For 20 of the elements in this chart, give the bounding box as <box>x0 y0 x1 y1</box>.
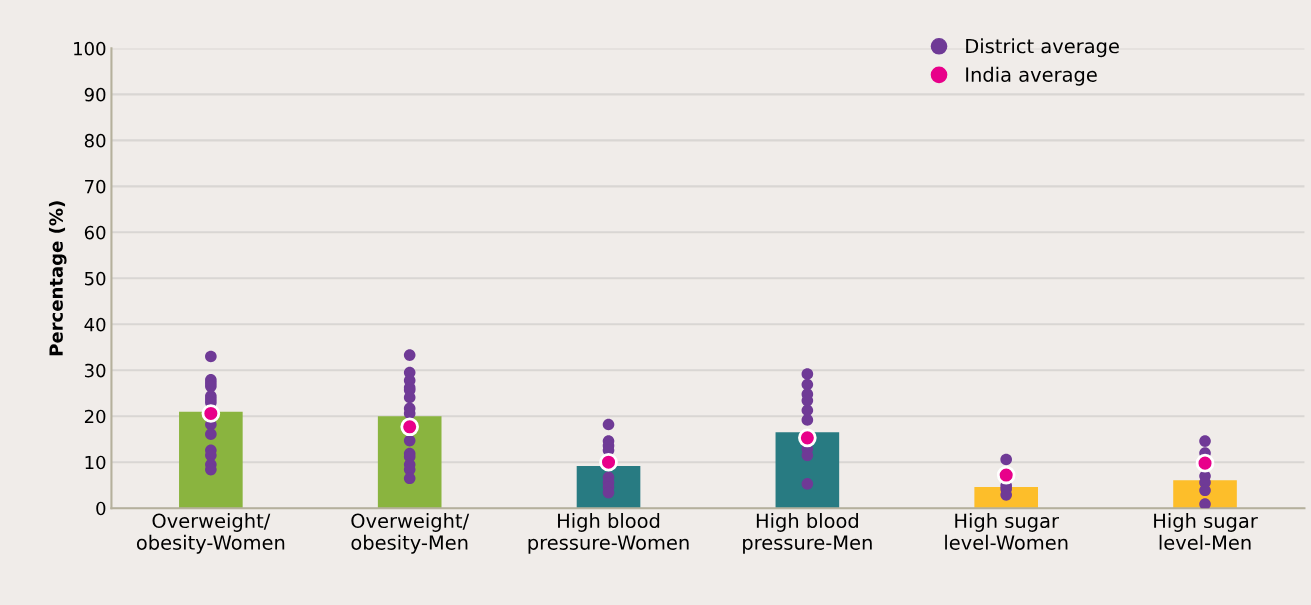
y-axis-title: Percentage (%) <box>48 201 67 356</box>
x-tick-label: High blood pressure-Men <box>743 513 872 554</box>
y-tick-label: 10 <box>85 455 106 470</box>
y-tick-label: 60 <box>84 225 106 240</box>
y-tick-label: 100 <box>74 41 106 56</box>
y-tick-label: 70 <box>85 179 106 194</box>
y-tick-label: 30 <box>84 363 106 378</box>
x-tick-label: Overweight/ obesity-Women <box>136 513 285 554</box>
y-tick-label: 50 <box>84 271 106 286</box>
y-tick-label: 80 <box>84 133 106 148</box>
y-tick-label: 20 <box>84 409 106 424</box>
y-tick-label: 90 <box>84 87 106 102</box>
y-tick-label: 40 <box>84 317 106 332</box>
legend-label: India average <box>966 66 1097 86</box>
legend-label: District average <box>966 38 1119 58</box>
x-tick-label: High sugar level-Women <box>945 513 1068 550</box>
x-tick-label: High sugar level-Men <box>1154 513 1258 550</box>
y-tick-label: 0 <box>96 501 106 516</box>
x-tick-label: Overweight/ obesity-Men <box>351 513 470 554</box>
x-tick-label: High blood pressure-Women <box>528 513 689 554</box>
